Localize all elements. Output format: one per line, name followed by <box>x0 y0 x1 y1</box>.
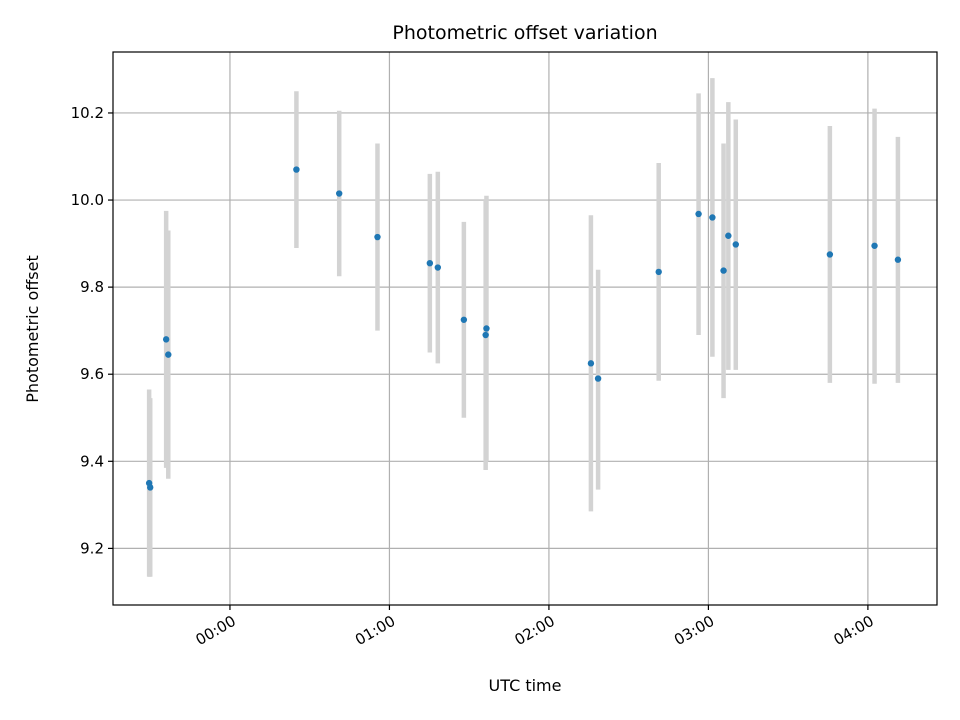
y-tick-label: 9.4 <box>80 452 104 470</box>
data-point <box>426 259 434 267</box>
data-point <box>483 325 490 332</box>
data-point <box>655 268 662 276</box>
data-point <box>871 242 878 249</box>
data-point <box>594 375 602 382</box>
grid-lines <box>113 52 937 605</box>
data-point <box>732 241 739 248</box>
data-point <box>725 232 732 239</box>
y-tick-label: 9.8 <box>80 278 104 296</box>
data-point <box>587 360 595 367</box>
data-point <box>374 233 381 241</box>
data-point <box>482 331 489 339</box>
data-point <box>336 190 343 197</box>
y-tick-label: 10.2 <box>71 104 104 122</box>
data-points <box>145 166 902 491</box>
data-point <box>147 484 154 491</box>
data-point <box>434 264 442 271</box>
x-axis-label: UTC time <box>489 676 562 695</box>
data-point <box>826 251 834 258</box>
data-point <box>293 166 300 173</box>
data-point <box>162 336 170 343</box>
y-axis-label: Photometric offset <box>23 255 42 403</box>
data-point <box>894 256 902 263</box>
data-point <box>720 267 727 274</box>
y-tick-label: 9.2 <box>80 539 104 557</box>
data-point <box>460 316 468 323</box>
y-tick-label: 10.0 <box>71 191 104 209</box>
data-point <box>165 351 172 358</box>
chart-title: Photometric offset variation <box>392 22 657 44</box>
data-point <box>709 214 716 221</box>
plot-area-frame <box>112 51 938 606</box>
data-point <box>695 210 702 218</box>
y-tick-label: 9.6 <box>80 365 104 383</box>
y-axis-ticks: 9.2 9.4 9.6 9.8 10.0 10.2 <box>71 104 113 557</box>
